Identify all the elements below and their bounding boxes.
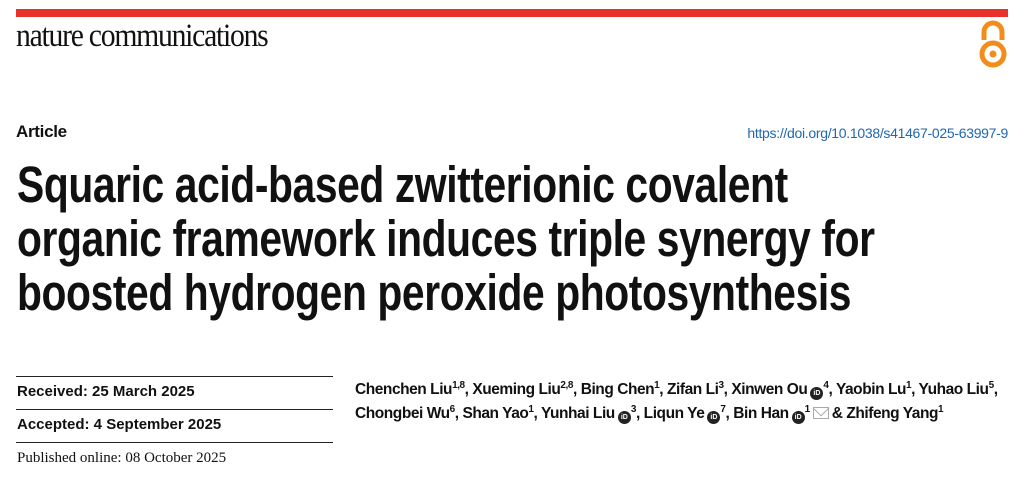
author-name: Zifan Li	[667, 381, 719, 398]
orcid-icon[interactable]: iD	[791, 410, 805, 424]
author[interactable]: Zhifeng Yang1	[846, 403, 944, 422]
affiliation-number: 4	[823, 380, 829, 391]
author[interactable]: Zifan Li3	[667, 380, 725, 399]
author[interactable]: Yunhai Liu iD3	[540, 403, 637, 424]
author-name: Liqun Ye	[643, 404, 705, 422]
affiliation-number: 1	[654, 380, 660, 391]
journal-logo[interactable]: nature communications	[16, 18, 269, 54]
orcid-icon[interactable]: iD	[810, 387, 824, 400]
article-dates: Received: 25 March 2025 Accepted: 4 Sept…	[16, 376, 333, 475]
affiliation-number: 1	[804, 403, 811, 415]
journal-accent-bar	[16, 9, 1008, 17]
author-name: Bin Han	[733, 404, 789, 422]
author-name: Chongbei Wu	[355, 404, 450, 422]
affiliation-number: 3	[630, 403, 637, 415]
open-access-icon	[979, 20, 1007, 68]
affiliation-number: 1	[528, 403, 534, 415]
affiliation-number: 3	[718, 380, 725, 391]
author-name: Zhifeng Yang	[846, 404, 939, 422]
author[interactable]: Xinwen Ou iD4	[731, 380, 829, 400]
title-line: boosted hydrogen peroxide photosynthesis	[17, 264, 852, 321]
doi-link[interactable]: https://doi.org/10.1038/s41467-025-63997…	[747, 125, 1008, 141]
author[interactable]: Bin Han iD1	[733, 403, 832, 424]
author-name: Xueming Liu	[472, 381, 561, 398]
author[interactable]: Liqun Ye iD7	[643, 403, 726, 424]
author[interactable]: Bing Chen1	[580, 380, 660, 399]
title-line: Squaric acid-based zwitterionic covalent	[17, 156, 788, 213]
author-name: Yaobin Lu	[835, 381, 906, 398]
article-title: Squaric acid-based zwitterionic covalent…	[17, 158, 875, 320]
orcid-icon[interactable]: iD	[707, 410, 721, 424]
author[interactable]: Chenchen Liu1,8	[355, 380, 465, 399]
author-name: Xinwen Ou	[731, 381, 808, 398]
author-name: Shan Yao	[462, 404, 529, 422]
author-name: Yuhao Liu	[918, 381, 989, 398]
author[interactable]: Yaobin Lu1	[835, 380, 912, 399]
affiliation-number: 6	[449, 403, 456, 415]
accepted-date: Accepted: 4 September 2025	[16, 409, 333, 442]
article-type: Article	[16, 122, 67, 141]
author-name: Yunhai Liu	[540, 404, 615, 422]
author[interactable]: Chongbei Wu6	[355, 403, 456, 422]
published-date: Published online: 08 October 2025	[16, 442, 333, 475]
author[interactable]: Xueming Liu2,8	[472, 380, 573, 399]
affiliation-number: 2,8	[560, 380, 573, 391]
author-name: Chenchen Liu	[355, 381, 453, 398]
affiliation-number: 5	[988, 380, 995, 391]
affiliation-number: 1	[905, 380, 912, 391]
author-name: Bing Chen	[580, 381, 655, 398]
author-list: Chenchen Liu1,8, Xueming Liu2,8, Bing Ch…	[355, 380, 998, 424]
author-separator: &	[831, 404, 847, 422]
affiliation-number: 7	[720, 403, 726, 415]
affiliation-number: 1,8	[452, 380, 465, 391]
author[interactable]: Yuhao Liu5	[918, 380, 995, 399]
author[interactable]: Shan Yao1	[462, 403, 534, 422]
email-icon[interactable]	[812, 406, 829, 419]
orcid-icon[interactable]: iD	[617, 410, 631, 424]
received-date: Received: 25 March 2025	[16, 376, 333, 409]
title-line: organic framework induces triple synergy…	[17, 210, 875, 267]
affiliation-number: 1	[938, 403, 944, 415]
